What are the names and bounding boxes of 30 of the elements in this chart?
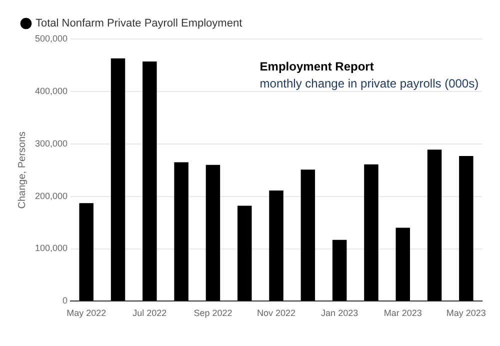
x-tick-label: Jul 2022 xyxy=(132,308,167,318)
legend-label: Total Nonfarm Private Payroll Employment xyxy=(36,18,242,30)
x-tick-label: Nov 2022 xyxy=(257,308,296,318)
x-tick-label: Jan 2023 xyxy=(321,308,358,318)
bar xyxy=(459,156,474,301)
x-tick-label: Mar 2023 xyxy=(384,308,422,318)
bar xyxy=(364,164,378,301)
bar xyxy=(174,162,188,301)
x-tick-label: May 2022 xyxy=(66,308,106,318)
y-tick-label: 100,000 xyxy=(34,243,68,254)
bar xyxy=(142,62,157,301)
y-tick-label: 0 xyxy=(62,296,68,306)
bar xyxy=(79,203,94,301)
bar xyxy=(300,170,316,301)
bar xyxy=(237,206,252,301)
y-axis-title: Change, Persons xyxy=(16,131,28,209)
y-tick-label: 300,000 xyxy=(34,138,68,148)
y-tick-label: 400,000 xyxy=(34,86,68,96)
x-tick-label: May 2023 xyxy=(446,308,486,318)
y-tick-label: 200,000 xyxy=(34,190,68,201)
bar xyxy=(427,150,442,301)
y-tick-label: 500,000 xyxy=(34,33,68,44)
annotation: Employment Report xyxy=(260,59,374,74)
annotation: monthly change in private payrolls (000s) xyxy=(260,76,479,90)
bar xyxy=(110,58,126,301)
x-tick-label: Sep 2022 xyxy=(194,308,232,318)
bar xyxy=(269,190,284,301)
bar xyxy=(396,228,410,301)
bar xyxy=(332,240,347,301)
bar xyxy=(206,164,220,301)
